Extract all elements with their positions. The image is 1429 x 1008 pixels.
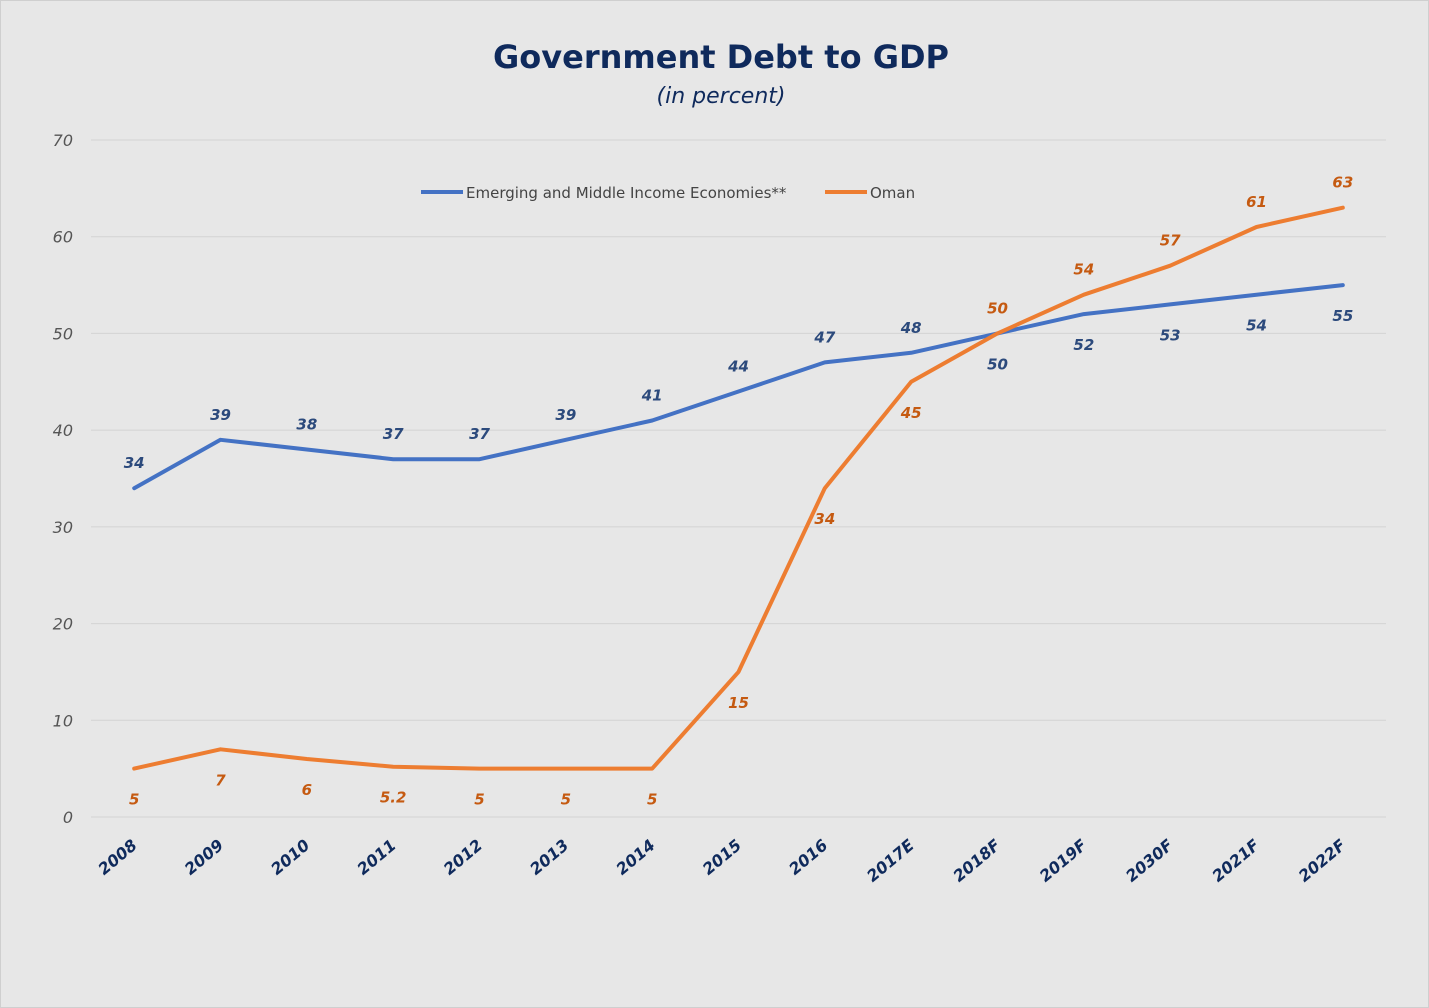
chart-subtitle: (in percent) xyxy=(657,84,786,109)
x-tick-label: 2013 xyxy=(526,836,572,879)
y-tick-label: 10 xyxy=(53,711,73,730)
x-tick-label: 2015 xyxy=(699,836,745,879)
data-label-oman: 6 xyxy=(302,781,312,799)
chart-title: Government Debt to GDP xyxy=(493,38,949,76)
data-label-oman: 5 xyxy=(561,791,571,809)
data-label-emerging: 52 xyxy=(1073,336,1094,354)
x-tick-label: 2022F xyxy=(1295,835,1350,885)
y-axis-ticks: 0 10 20 30 40 50 60 70 xyxy=(53,131,73,827)
data-label-emerging: 54 xyxy=(1246,317,1267,335)
data-label-oman: 15 xyxy=(728,694,749,712)
data-label-oman: 5 xyxy=(647,791,657,809)
data-label-emerging: 39 xyxy=(210,406,231,424)
data-label-oman: 63 xyxy=(1332,174,1353,192)
legend-label-emerging: Emerging and Middle Income Economies** xyxy=(466,184,787,202)
data-label-emerging: 53 xyxy=(1160,326,1181,344)
x-tick-label: 2021F xyxy=(1208,835,1263,885)
x-tick-label: 2010 xyxy=(267,836,313,879)
x-tick-label: 2016 xyxy=(785,836,831,879)
x-axis-ticks: 2008 2009 2010 2011 2012 2013 2014 2015 2016 2017… xyxy=(94,835,1349,885)
x-tick-label: 2008 xyxy=(94,836,140,879)
data-label-emerging: 37 xyxy=(383,425,404,443)
legend: Emerging and Middle Income Economies** O… xyxy=(421,184,915,202)
series-line-emerging xyxy=(132,283,1345,491)
data-label-emerging: 38 xyxy=(296,415,317,433)
x-tick-label: 2018F xyxy=(949,835,1004,885)
data-label-emerging: 48 xyxy=(900,319,922,337)
data-label-oman: 57 xyxy=(1160,232,1181,250)
data-label-emerging: 39 xyxy=(555,406,576,424)
data-label-oman: 5 xyxy=(474,791,484,809)
y-tick-label: 50 xyxy=(53,324,73,343)
data-label-oman: 54 xyxy=(1073,261,1094,279)
y-tick-label: 60 xyxy=(53,228,73,247)
y-tick-label: 30 xyxy=(53,518,73,537)
data-label-oman: 34 xyxy=(814,510,835,528)
data-label-emerging: 47 xyxy=(813,328,835,346)
data-label-emerging: 41 xyxy=(641,386,663,404)
data-label-emerging: 34 xyxy=(124,454,145,472)
x-tick-label: 2012 xyxy=(440,836,486,879)
y-tick-label: 40 xyxy=(53,421,73,440)
x-tick-label: 2009 xyxy=(181,836,227,879)
data-label-emerging: 50 xyxy=(987,355,1008,373)
y-tick-label: 20 xyxy=(53,615,73,634)
x-tick-label: 2017E xyxy=(863,835,918,885)
legend-label-oman: Oman xyxy=(870,184,915,202)
data-label-oman: 61 xyxy=(1246,193,1267,211)
x-tick-label: 2011 xyxy=(353,836,399,879)
data-label-oman: 5 xyxy=(129,791,139,809)
data-label-emerging: 37 xyxy=(469,425,490,443)
y-tick-label: 0 xyxy=(63,808,73,827)
y-tick-label: 70 xyxy=(53,131,73,150)
data-label-emerging: 44 xyxy=(727,357,749,375)
data-label-oman: 50 xyxy=(987,299,1008,317)
data-label-oman: 5.2 xyxy=(380,789,407,807)
data-label-oman: 45 xyxy=(900,404,922,422)
x-tick-label: 2019F xyxy=(1036,835,1091,885)
x-tick-label: 2030F xyxy=(1122,835,1177,885)
series-lines xyxy=(132,205,1345,771)
series-line-oman xyxy=(132,205,1345,771)
data-label-oman: 7 xyxy=(215,771,226,789)
x-tick-label: 2014 xyxy=(612,836,658,879)
gridlines xyxy=(91,139,1386,818)
data-label-emerging: 55 xyxy=(1332,307,1353,325)
